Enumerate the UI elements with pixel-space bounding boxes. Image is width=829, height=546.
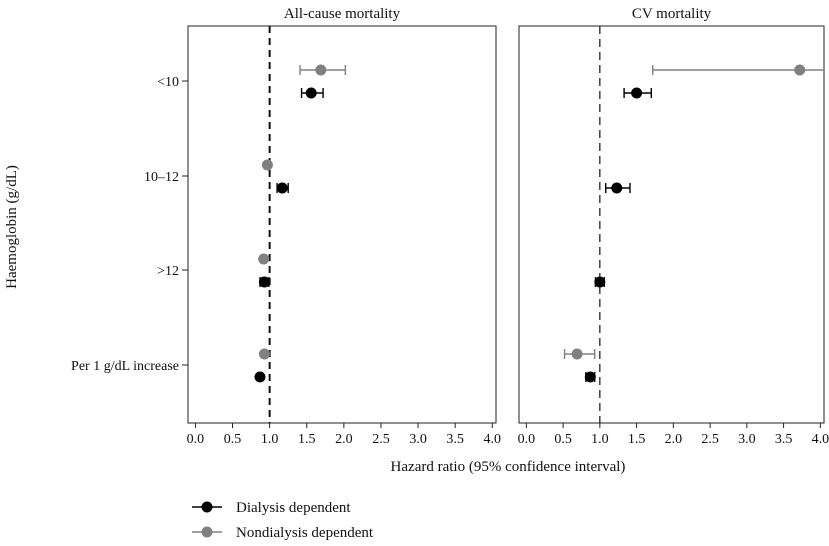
panel-frame: [518, 25, 825, 424]
hazard-ratio-marker: [258, 276, 270, 288]
x-tick-label: 1.5: [628, 432, 646, 447]
x-tick-label: 2.5: [701, 432, 719, 447]
x-tick-label: 3.5: [775, 432, 793, 447]
hazard-ratio-marker: [794, 64, 806, 76]
x-tick-label: 4.0: [812, 432, 829, 447]
hazard-ratio-marker: [305, 87, 317, 99]
x-tick-label: 2.5: [372, 432, 390, 447]
x-axis-title: Hazard ratio (95% confidence interval): [391, 459, 626, 475]
y-axis-title: Haemoglobin (g/dL): [4, 165, 20, 289]
legend-item: Dialysis dependent: [192, 500, 351, 516]
x-tick-label: 4.0: [484, 432, 502, 447]
x-tick-label: 0.5: [224, 432, 242, 447]
x-tick-label: 2.0: [665, 432, 683, 447]
x-tick-label: 0.0: [518, 432, 536, 447]
hazard-ratio-marker: [258, 253, 270, 265]
data-point: [563, 348, 596, 360]
panel-title: CV mortality: [632, 6, 712, 22]
x-tick-label: 3.0: [409, 432, 427, 447]
data-point: [594, 276, 606, 288]
hazard-ratio-marker: [254, 371, 266, 383]
x-tick-label: 0.0: [187, 432, 205, 447]
data-point: [258, 276, 270, 288]
panel-frame: [187, 25, 497, 424]
x-tick-label: 1.0: [591, 432, 609, 447]
legend-label: Dialysis dependent: [236, 500, 351, 516]
legend-marker: [201, 501, 213, 513]
x-tick-label: 3.0: [738, 432, 756, 447]
legend-marker: [201, 526, 213, 538]
panel-title: All-cause mortality: [284, 6, 401, 22]
hazard-ratio-marker: [584, 371, 596, 383]
panel-0: All-cause mortality 0.0 0.5 1.0 1.5 2.0 2.5 3.0…: [187, 6, 501, 447]
hazard-ratio-marker: [261, 159, 273, 171]
y-category-label: <10: [157, 75, 179, 90]
legend-label: Nondialysis dependent: [236, 525, 374, 541]
x-tick-label: 2.0: [335, 432, 353, 447]
x-tick-label: 3.5: [446, 432, 464, 447]
x-tick-label: 1.5: [298, 432, 316, 447]
y-category-labels: <10 10–12 >12 Per 1 g/dL increase: [71, 75, 188, 374]
hazard-ratio-marker: [611, 182, 623, 194]
data-point: [300, 87, 324, 99]
legend-item: Nondialysis dependent: [192, 525, 374, 541]
hazard-ratio-marker: [276, 182, 288, 194]
data-point: [584, 371, 596, 383]
hazard-ratio-marker: [258, 348, 270, 360]
panels: All-cause mortality 0.0 0.5 1.0 1.5 2.0 2.5 3.0…: [187, 6, 829, 447]
data-point: [299, 64, 347, 76]
hazard-ratio-marker: [315, 64, 327, 76]
y-category-label: Per 1 g/dL increase: [71, 359, 179, 374]
data-point: [623, 87, 652, 99]
x-tick-label: 0.5: [554, 432, 572, 447]
panel-1: CV mortality 0.0 0.5 1.0 1.5 2.0 2.5 3.0 3.5 4.0: [518, 6, 829, 447]
hazard-ratio-marker: [594, 276, 606, 288]
y-category-label: 10–12: [144, 170, 179, 185]
data-point: [258, 348, 270, 360]
data-point: [652, 64, 824, 76]
data-point: [605, 182, 631, 194]
data-point: [254, 371, 266, 383]
hazard-ratio-marker: [631, 87, 643, 99]
data-point: [276, 182, 289, 194]
hazard-ratio-marker: [571, 348, 583, 360]
y-category-label: >12: [157, 264, 179, 279]
x-tick-label: 1.0: [261, 432, 279, 447]
data-point: [258, 253, 270, 265]
legend: Dialysis dependent Nondialysis dependent: [192, 500, 374, 541]
data-point: [261, 159, 273, 171]
